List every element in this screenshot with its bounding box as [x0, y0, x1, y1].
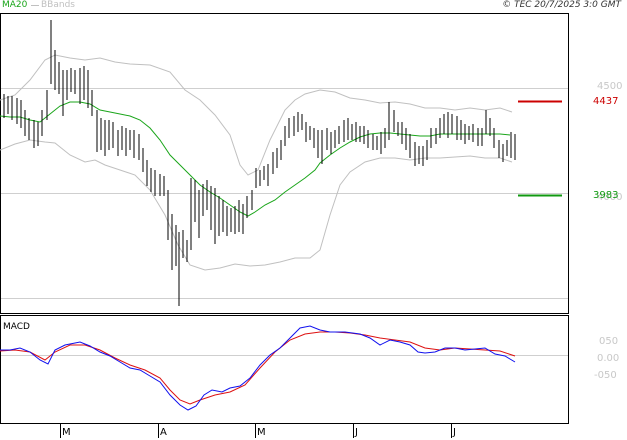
x-tick-line-2: [158, 424, 159, 438]
legend-bbands: BBands: [41, 0, 75, 10]
y-tick-4500: 4500: [597, 81, 623, 92]
y-tick-4000: 4000: [597, 192, 623, 203]
resistance-label: 4437: [593, 96, 619, 107]
macd-panel-frame: [0, 315, 569, 424]
x-tick-m1: M: [62, 427, 71, 438]
x-tick-a: A: [160, 427, 167, 438]
legend-ma20: MA20: [2, 0, 28, 10]
macd-line: [0, 325, 516, 411]
macd-tick-neg50: -050: [594, 370, 617, 381]
macd-signal-line: [0, 331, 516, 405]
x-tick-m2: M: [257, 427, 266, 438]
bb-upper-line: [0, 54, 513, 176]
price-grid: [1, 88, 568, 299]
x-tick-line-3: [255, 424, 256, 438]
x-tick-j1: J: [355, 427, 358, 438]
x-tick-line-1: [60, 424, 61, 438]
macd-tick-50: 050: [599, 336, 619, 347]
macd-tick-0: 0.00: [597, 353, 620, 364]
ma20-line: [0, 101, 511, 217]
support-label: 3983: [593, 190, 619, 201]
macd-title: MACD: [3, 322, 30, 332]
x-tick-line-5: [451, 424, 452, 438]
x-tick-j2: J: [453, 427, 456, 438]
legend-bbands-swatch: [31, 5, 39, 6]
x-tick-line-4: [353, 424, 354, 438]
copyright-text: © TEC 20/7/2025 3:0 GMT: [502, 0, 621, 10]
price-panel-frame: [0, 13, 569, 314]
price-bars: [3, 20, 516, 306]
